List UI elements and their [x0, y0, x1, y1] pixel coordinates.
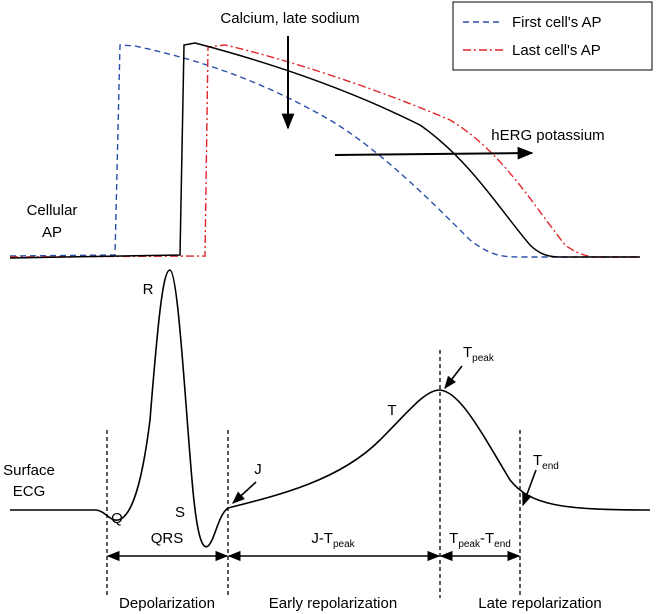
phase-label: Depolarization: [119, 595, 215, 612]
label: ECG: [13, 483, 46, 500]
wave-label: R: [143, 281, 154, 298]
last-cell-ap: [9, 44, 640, 258]
phase-label: Late repolarization: [478, 595, 601, 612]
interval-label: J-Tpeak: [311, 530, 355, 550]
subscript: end: [494, 539, 511, 550]
mean-ap: [9, 42, 640, 259]
annotation: Calcium, late sodium: [220, 10, 359, 27]
label: Surface: [3, 462, 55, 479]
label: Cellular: [27, 202, 78, 219]
wave-label: Q: [111, 510, 123, 527]
subscript: peak: [472, 353, 495, 364]
label: AP: [42, 224, 62, 241]
legend-label: Last cell's AP: [512, 42, 601, 59]
subscript: peak: [458, 539, 481, 550]
interval-label: QRS: [151, 530, 184, 547]
wave-label: Tpeak: [463, 344, 495, 364]
wave-label: S: [175, 504, 185, 521]
wave-label: J: [254, 461, 262, 478]
arrow: [444, 365, 463, 390]
ecg-trace: [10, 269, 651, 548]
arrow: [232, 481, 257, 504]
legend-label: First cell's AP: [512, 14, 602, 31]
annotation: hERG potassium: [491, 127, 604, 144]
text-part: T: [449, 530, 458, 547]
text-part: -T: [480, 530, 494, 547]
subscript: end: [542, 461, 559, 472]
interval-label: Tpeak-Tend: [449, 530, 511, 550]
subscript: peak: [333, 539, 356, 550]
first-cell-ap: [9, 44, 640, 258]
wave-label: T: [387, 402, 396, 419]
text-part: T: [463, 344, 472, 361]
text-part: J-T: [311, 530, 333, 547]
arrow: [522, 469, 537, 507]
phase-label: Early repolarization: [269, 595, 397, 612]
text-part: T: [533, 452, 542, 469]
legend-box: [452, 1, 653, 71]
wave-label: Tend: [533, 452, 559, 472]
arrow: [334, 146, 534, 160]
